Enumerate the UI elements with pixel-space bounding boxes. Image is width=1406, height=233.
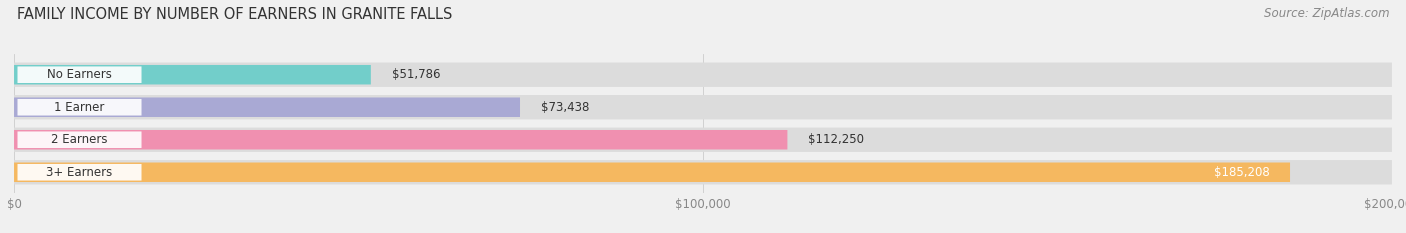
Text: No Earners: No Earners xyxy=(46,68,112,81)
FancyBboxPatch shape xyxy=(14,95,1392,120)
FancyBboxPatch shape xyxy=(14,62,1392,87)
Text: Source: ZipAtlas.com: Source: ZipAtlas.com xyxy=(1264,7,1389,20)
Text: 1 Earner: 1 Earner xyxy=(55,101,104,114)
FancyBboxPatch shape xyxy=(14,160,1392,185)
Text: 2 Earners: 2 Earners xyxy=(51,133,108,146)
FancyBboxPatch shape xyxy=(14,97,520,117)
FancyBboxPatch shape xyxy=(17,131,142,148)
FancyBboxPatch shape xyxy=(17,66,142,83)
Text: FAMILY INCOME BY NUMBER OF EARNERS IN GRANITE FALLS: FAMILY INCOME BY NUMBER OF EARNERS IN GR… xyxy=(17,7,453,22)
Text: $51,786: $51,786 xyxy=(391,68,440,81)
Text: 3+ Earners: 3+ Earners xyxy=(46,166,112,179)
Text: $185,208: $185,208 xyxy=(1213,166,1270,179)
FancyBboxPatch shape xyxy=(17,99,142,116)
FancyBboxPatch shape xyxy=(17,164,142,181)
FancyBboxPatch shape xyxy=(14,130,787,150)
Text: $112,250: $112,250 xyxy=(808,133,865,146)
FancyBboxPatch shape xyxy=(14,127,1392,152)
FancyBboxPatch shape xyxy=(14,65,371,85)
FancyBboxPatch shape xyxy=(14,162,1291,182)
Text: $73,438: $73,438 xyxy=(541,101,589,114)
